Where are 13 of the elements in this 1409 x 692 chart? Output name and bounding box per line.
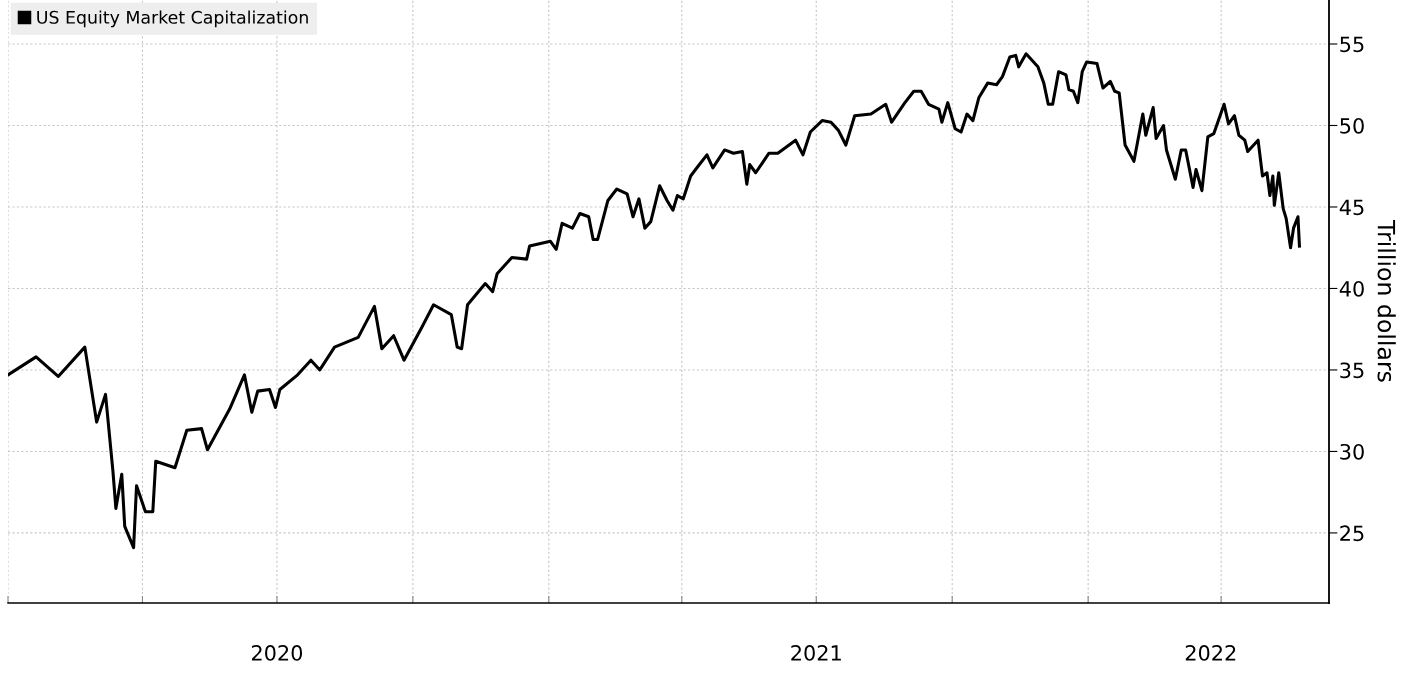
line-series [8, 52, 1301, 550]
y-tick-label: 55 [1340, 36, 1364, 53]
y-tick-label: 45 [1339, 199, 1364, 216]
y-tick-label: 40 [1339, 280, 1364, 297]
x-tick-label: 2021 [791, 645, 841, 661]
x-tick-label: 2020 [251, 645, 303, 661]
legend-label: US Equity Market Capitalization [37, 10, 308, 28]
y-tick-label: 50 [1340, 117, 1364, 134]
x-tick-label: 2022 [1185, 645, 1236, 661]
y-tick-label: 35 [1340, 362, 1364, 379]
y-tick-label: 30 [1340, 443, 1364, 460]
y-axis-title: Trillion dollars [1377, 220, 1396, 382]
y-tick-label: 25 [1340, 525, 1364, 542]
